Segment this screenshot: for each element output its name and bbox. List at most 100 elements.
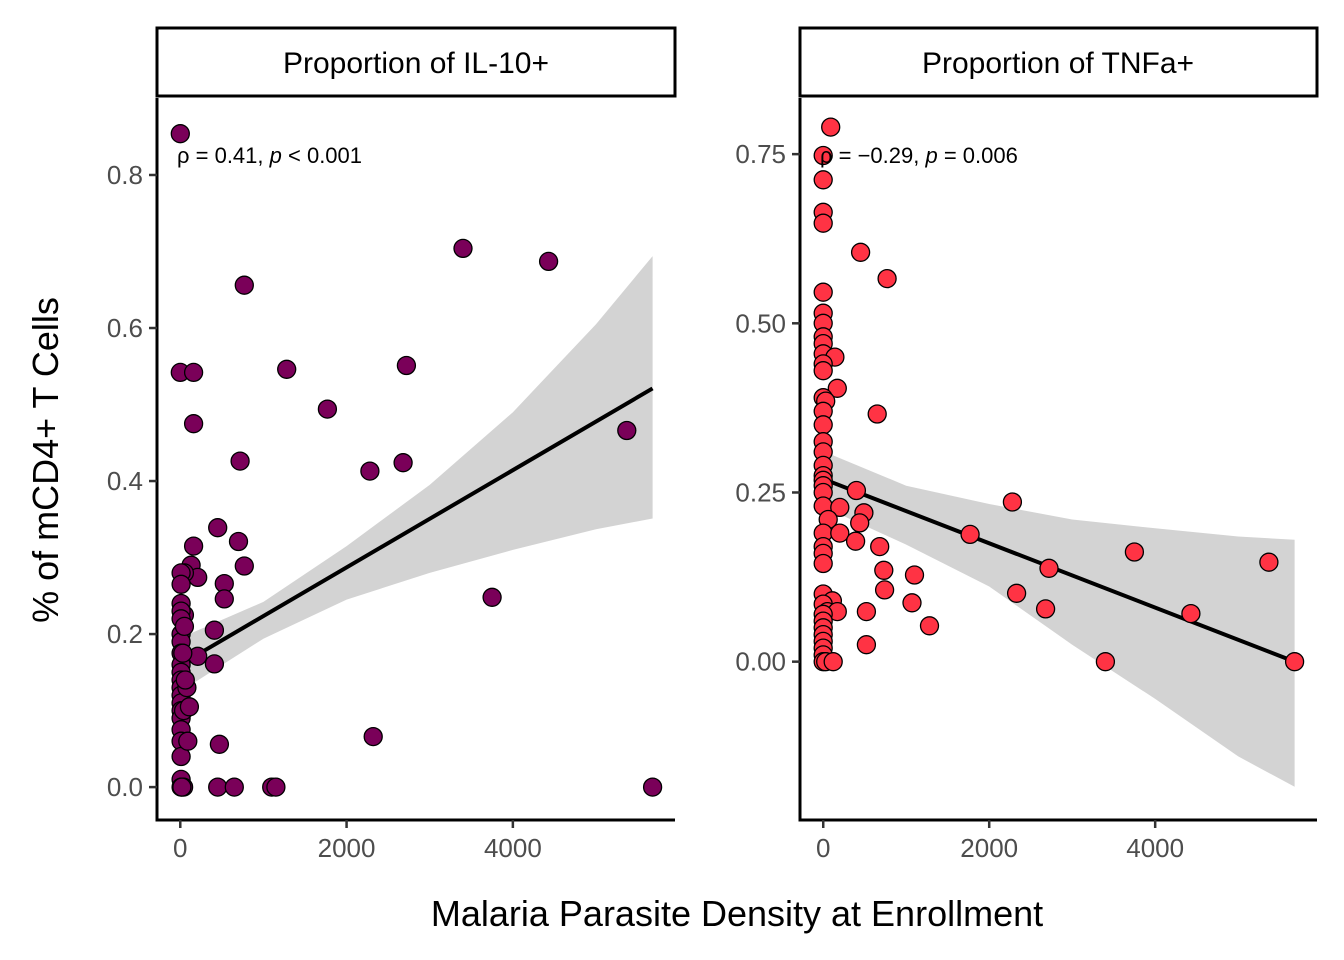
data-point-tnfa (867, 404, 887, 424)
data-point-tnfa (830, 523, 850, 543)
y-tick-label-tnfa: 0.00 (735, 647, 786, 677)
data-point-tnfa (856, 601, 877, 622)
points-layer-tnfa (813, 117, 1305, 672)
x-tick-label-il10: 4000 (484, 833, 542, 863)
data-point-tnfa (1002, 492, 1023, 512)
data-point-tnfa (1035, 599, 1056, 619)
data-point-tnfa (813, 170, 833, 190)
data-point-tnfa (856, 635, 877, 655)
data-point-tnfa (874, 560, 894, 580)
x-tick-label-tnfa: 4000 (1126, 833, 1184, 863)
data-point-tnfa (1095, 652, 1116, 672)
y-axis-title: % of mCD4+ T Cells (25, 297, 66, 623)
y-tick-label-tnfa: 0.75 (735, 139, 786, 169)
data-point-tnfa (1124, 542, 1145, 562)
panel-il10: Proportion of IL-10+ 0 2000 4000 0.0 0.2 0.4 0… (107, 26, 677, 863)
x-tick-label-tnfa: 2000 (960, 833, 1018, 863)
data-point-il10 (360, 461, 380, 481)
data-point-il10 (234, 275, 254, 295)
annotation-p-tnfa: p (924, 143, 937, 168)
data-point-tnfa (919, 616, 940, 636)
data-point-tnfa (813, 282, 833, 302)
data-point-il10 (204, 654, 225, 674)
data-point-il10 (175, 670, 195, 690)
data-point-il10 (453, 238, 473, 259)
data-point-tnfa (1039, 558, 1059, 578)
ribbon-layer-tnfa (822, 451, 1296, 787)
data-point-tnfa (902, 593, 922, 613)
data-point-tnfa (1284, 652, 1305, 672)
confidence-ribbon-il10 (180, 256, 653, 692)
data-point-il10 (204, 620, 225, 640)
data-point-il10 (642, 777, 663, 797)
data-point-il10 (209, 734, 230, 754)
data-point-il10 (183, 536, 204, 556)
panel-tnfa: Proportion of TNFa+ 0 2000 4000 0.00 0.25 0.5… (735, 26, 1319, 863)
data-point-il10 (174, 616, 195, 637)
data-point-tnfa (850, 513, 870, 533)
annotation-rho-tnfa: ρ = −0.29, (820, 143, 925, 168)
data-point-il10 (178, 731, 198, 751)
data-point-il10 (393, 453, 413, 473)
data-point-il10 (171, 574, 191, 594)
y-tick-label-il10: 0.4 (107, 466, 143, 496)
data-point-il10 (363, 726, 383, 747)
data-point-tnfa (1181, 603, 1201, 624)
data-point-il10 (179, 697, 200, 717)
points-layer-il10 (170, 124, 663, 797)
data-point-il10 (170, 124, 190, 144)
data-point-tnfa (1006, 583, 1027, 603)
data-point-il10 (277, 359, 297, 379)
annotation-rest-il10: < 0.001 (282, 143, 362, 168)
data-point-tnfa (823, 652, 843, 672)
data-point-tnfa (827, 378, 847, 398)
data-point-il10 (317, 399, 338, 419)
data-point-tnfa (850, 242, 871, 262)
regression-line-il10 (179, 386, 654, 667)
x-tick-label-tnfa: 0 (816, 833, 830, 863)
data-point-tnfa (845, 531, 866, 551)
strip-tnfa (798, 26, 1319, 98)
y-tick-label-tnfa: 0.25 (735, 477, 786, 507)
ribbon-layer-il10 (179, 256, 654, 692)
data-point-tnfa (870, 536, 890, 557)
data-point-il10 (538, 251, 559, 272)
data-point-il10 (617, 420, 637, 441)
data-point-il10 (208, 777, 228, 797)
data-point-il10 (234, 556, 254, 576)
x-tick-label-il10: 2000 (318, 833, 376, 863)
data-point-tnfa (813, 145, 833, 166)
data-point-il10 (396, 355, 417, 376)
y-tick-label-il10: 0.2 (107, 619, 143, 649)
data-point-tnfa (904, 565, 925, 585)
data-point-il10 (228, 531, 249, 552)
data-point-il10 (266, 777, 286, 797)
strip-title-il10: Proportion of IL-10+ (283, 47, 549, 80)
annotation-tnfa: ρ = −0.29, p = 0.006 (820, 143, 1018, 168)
data-point-il10 (172, 777, 192, 797)
y-tick-label-il10: 0.0 (107, 772, 143, 802)
data-point-il10 (183, 414, 204, 434)
annotation-il10: ρ = 0.41, p < 0.001 (177, 143, 362, 168)
data-point-tnfa (846, 480, 867, 501)
axes-layer-il10: 0 2000 4000 0.0 0.2 0.4 0.6 0.8 (107, 98, 675, 863)
data-point-il10 (230, 451, 250, 471)
confidence-ribbon-tnfa (823, 451, 1295, 787)
annotation-rest-tnfa: = 0.006 (938, 143, 1018, 168)
data-point-il10 (482, 587, 502, 607)
axes-layer-tnfa: 0 2000 4000 0.00 0.25 0.50 0.75 (735, 98, 1317, 863)
data-point-tnfa (1259, 552, 1279, 572)
y-tick-label-il10: 0.8 (107, 160, 143, 190)
strip-title-tnfa: Proportion of TNFa+ (922, 47, 1194, 80)
data-point-tnfa (821, 117, 841, 137)
y-tick-label-tnfa: 0.50 (735, 308, 786, 338)
data-point-tnfa (813, 213, 833, 233)
data-point-il10 (214, 589, 234, 609)
x-tick-label-il10: 0 (173, 833, 187, 863)
data-point-il10 (183, 362, 204, 383)
data-point-tnfa (813, 415, 833, 435)
data-point-tnfa (874, 580, 895, 600)
data-point-tnfa (877, 268, 897, 289)
